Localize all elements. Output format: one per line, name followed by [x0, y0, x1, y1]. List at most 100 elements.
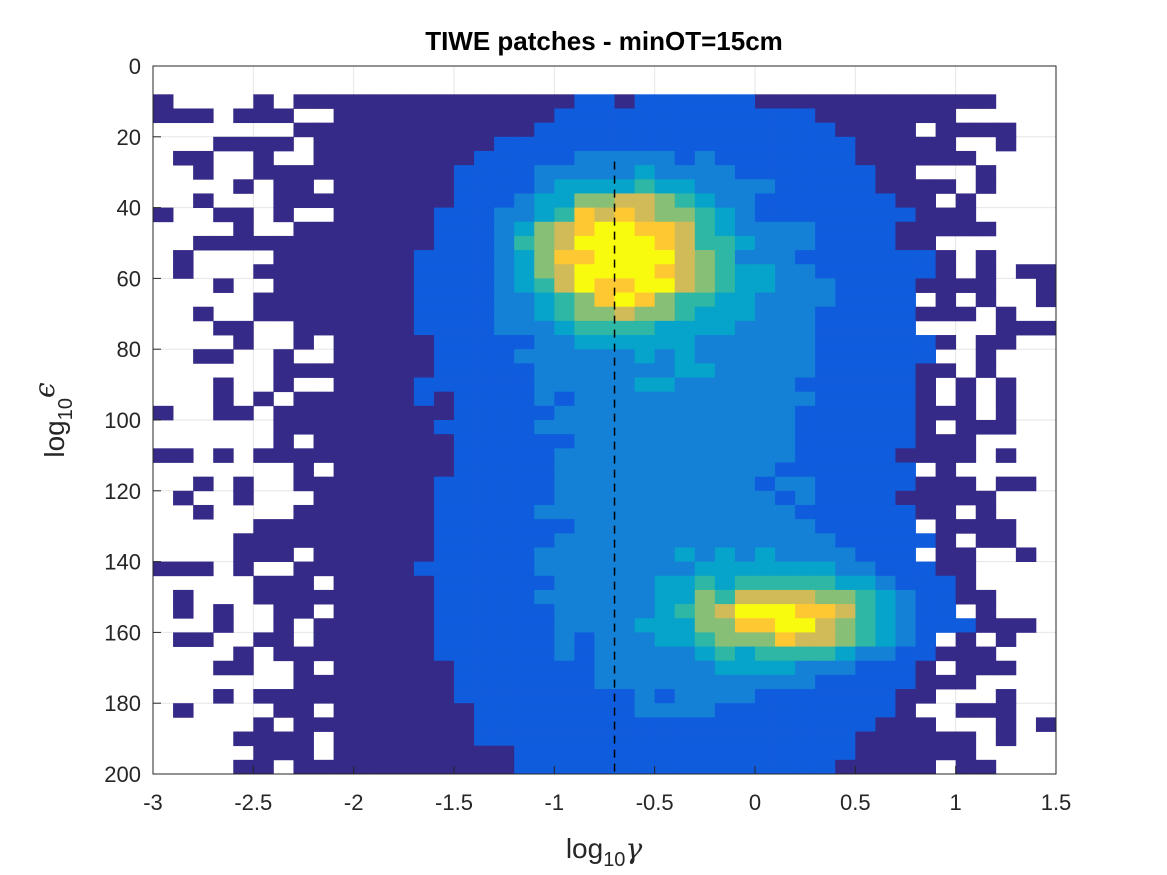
heatmap-cell [734, 519, 756, 534]
heatmap-cell [915, 264, 936, 279]
heatmap-cell [393, 759, 415, 775]
heatmap-cell [454, 759, 475, 775]
heatmap-cell [694, 434, 716, 449]
heatmap-cell [413, 759, 435, 775]
heatmap-cell [674, 420, 696, 435]
heatmap-cell [474, 235, 495, 251]
heatmap-cell [614, 264, 635, 279]
heatmap-cell [915, 193, 936, 208]
heatmap-cell [514, 108, 535, 124]
heatmap-cell [494, 363, 515, 378]
heatmap-cell [574, 122, 595, 138]
heatmap-cell [875, 221, 896, 237]
heatmap-cell [714, 235, 736, 251]
heatmap-cell [734, 391, 756, 407]
heatmap-cell [313, 136, 334, 152]
heatmap-cell [173, 604, 194, 619]
heatmap-cell [534, 575, 555, 591]
heatmap-cell [895, 292, 916, 308]
heatmap-cell [775, 646, 796, 662]
heatmap-cell [233, 533, 254, 548]
heatmap-cell [634, 547, 656, 562]
heatmap-cell [815, 193, 836, 208]
heatmap-cell [393, 179, 415, 194]
heatmap-cell [634, 363, 656, 378]
heatmap-cell [413, 476, 435, 492]
heatmap-cell [714, 391, 736, 407]
heatmap-cell [694, 150, 716, 166]
heatmap-cell [614, 462, 635, 478]
heatmap-cell [373, 504, 395, 520]
heatmap-cell [875, 306, 896, 322]
heatmap-cell [795, 703, 816, 718]
heatmap-cell [674, 165, 696, 180]
heatmap-cell [173, 490, 194, 506]
heatmap-cell [494, 490, 515, 506]
heatmap-cell [714, 122, 736, 138]
heatmap-cell [654, 349, 676, 364]
heatmap-cell [474, 94, 495, 109]
heatmap-cell [875, 165, 896, 180]
heatmap-cell [454, 193, 475, 208]
heatmap-cell [775, 575, 796, 591]
heatmap-cell [193, 165, 214, 180]
heatmap-cell [614, 108, 635, 124]
heatmap-cell [293, 504, 314, 520]
heatmap-cell [293, 476, 314, 492]
heatmap-cell [393, 462, 415, 478]
heatmap-cell [333, 448, 355, 463]
heatmap-cell [875, 703, 896, 718]
heatmap-cell [554, 533, 575, 548]
heatmap-cell [755, 745, 776, 761]
heatmap-cell [694, 689, 716, 704]
heatmap-cell [654, 448, 676, 463]
heatmap-cell [815, 717, 836, 732]
heatmap-cell [694, 618, 716, 633]
heatmap-cell [815, 759, 836, 775]
heatmap-cell [855, 462, 876, 478]
heatmap-cell [213, 235, 234, 251]
heatmap-cell [975, 533, 997, 548]
heatmap-cell [514, 689, 535, 704]
heatmap-cell [775, 377, 796, 393]
heatmap-cell [373, 561, 395, 577]
heatmap-cell [574, 235, 595, 251]
heatmap-cell [514, 150, 535, 166]
heatmap-cell [955, 660, 977, 676]
heatmap-cell [995, 618, 1017, 633]
heatmap-cell [915, 434, 936, 449]
heatmap-cell [454, 179, 475, 194]
y-tick-label: 200 [104, 762, 141, 787]
heatmap-cell [775, 703, 796, 718]
heatmap-cell [935, 533, 957, 548]
heatmap-cell [835, 575, 856, 591]
heatmap-cell [855, 136, 876, 152]
heatmap-cell [654, 731, 676, 747]
heatmap-cell [895, 632, 916, 647]
heatmap-cell [514, 604, 535, 619]
heatmap-cell [614, 235, 635, 251]
heatmap-cell [393, 349, 415, 364]
heatmap-cell [694, 349, 716, 364]
heatmap-cell [714, 292, 736, 308]
heatmap-cell [433, 575, 455, 591]
heatmap-cell [413, 504, 435, 520]
heatmap-cell [975, 519, 997, 534]
heatmap-cell [333, 547, 355, 562]
heatmap-cell [494, 207, 515, 223]
heatmap-cell [795, 434, 816, 449]
heatmap-cell [554, 646, 575, 662]
heatmap-cells [153, 94, 1057, 775]
heatmap-cell [815, 377, 836, 393]
heatmap-cell [775, 405, 796, 421]
heatmap-cell [413, 122, 435, 138]
heatmap-cell [795, 759, 816, 775]
heatmap-cell [795, 490, 816, 506]
heatmap-cell [474, 689, 495, 704]
heatmap-cell [574, 434, 595, 449]
heatmap-cell [634, 717, 656, 732]
heatmap-cell [654, 533, 676, 548]
heatmap-cell [995, 448, 1017, 463]
heatmap-cell [855, 745, 876, 761]
heatmap-cell [915, 420, 936, 435]
